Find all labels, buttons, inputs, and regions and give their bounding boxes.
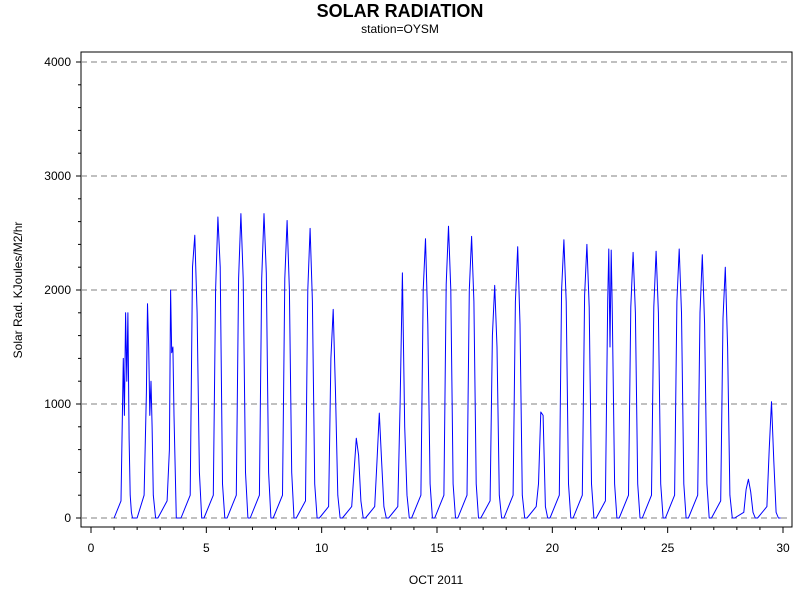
x-tick-label: 30 (776, 541, 790, 555)
x-tick-label: 0 (88, 541, 95, 555)
y-tick-label: 1000 (44, 397, 71, 411)
chart-subtitle: station=OYSM (361, 22, 439, 36)
x-tick-label: 10 (315, 541, 329, 555)
x-tick-label: 5 (203, 541, 210, 555)
y-axis-title: Solar Rad. KJoules/M2/hr (11, 222, 25, 359)
y-tick-label: 0 (64, 511, 71, 525)
series-line (113, 213, 781, 519)
series-layer (113, 213, 781, 519)
y-tick-label: 4000 (44, 55, 71, 69)
y-tick-label: 3000 (44, 169, 71, 183)
chart-title: SOLAR RADIATION (316, 1, 484, 21)
x-tick-label: 15 (430, 541, 444, 555)
x-tick-label: 20 (546, 541, 560, 555)
axis-layer: 0 1000 2000 3000 4000 0 5 10 15 20 25 30 (44, 55, 790, 555)
x-tick-label: 25 (661, 541, 675, 555)
grid-layer (81, 61, 792, 519)
y-tick-label: 2000 (44, 283, 71, 297)
x-axis-title: OCT 2011 (409, 573, 464, 587)
